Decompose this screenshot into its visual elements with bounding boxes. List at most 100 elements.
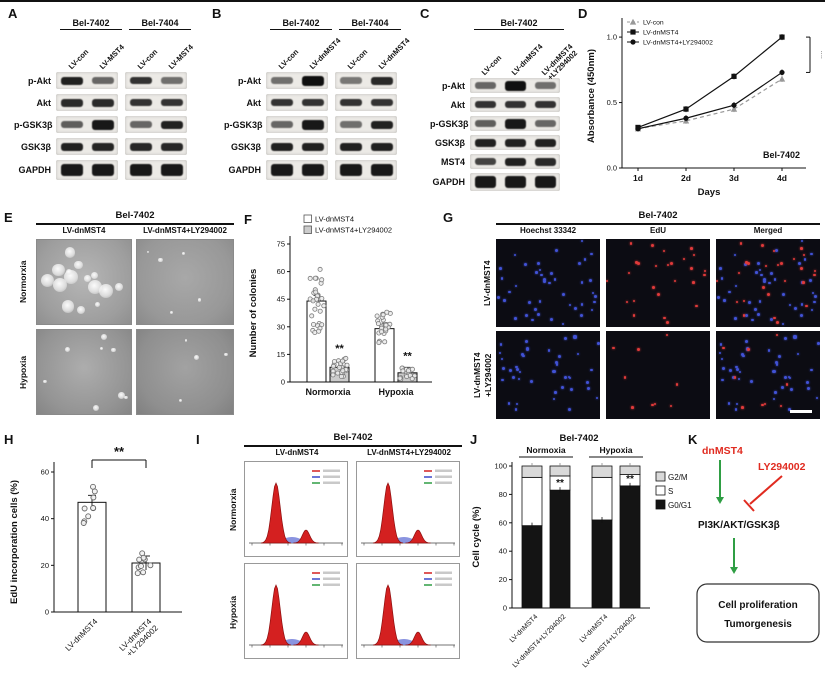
- cell-dot: [634, 261, 638, 264]
- cell-dot: [529, 379, 533, 383]
- colony-blob: [118, 392, 125, 399]
- cell-dot: [580, 314, 584, 318]
- cell-dot: [716, 296, 720, 300]
- colony-image-normoxia-dnmst4: [36, 239, 132, 325]
- h-y-tick: 20: [41, 561, 49, 570]
- panel-g: Bel-7402 Hoechst 33342 EdU Merged LV-dnM…: [440, 208, 825, 422]
- blot-strip: [125, 116, 187, 133]
- colony-blob: [124, 395, 128, 400]
- cell-dot: [586, 386, 591, 390]
- d-legend-label: LV-con: [643, 20, 664, 27]
- panel-h-label: H: [4, 432, 14, 447]
- cell-dot: [728, 368, 732, 372]
- cell-dot: [737, 271, 741, 275]
- protein-band: [270, 121, 293, 128]
- protein-label: p-Akt: [442, 80, 465, 91]
- cell-dot: [561, 292, 566, 296]
- protein-label: GAPDH: [228, 165, 261, 175]
- panel-i: Bel-7402 LV-dnMST4 LV-dnMST4+LY294002 No…: [192, 430, 466, 682]
- cell-dot: [776, 333, 779, 336]
- protein-band: [474, 101, 496, 108]
- colony-blob: [100, 334, 107, 341]
- lane-label: LV-con: [66, 47, 90, 71]
- cell-dot: [583, 258, 587, 261]
- cell-dot: [802, 281, 805, 284]
- cell-dot: [514, 317, 517, 320]
- cell-dot: [785, 383, 789, 386]
- colony-blob: [100, 346, 104, 350]
- cell-dot: [810, 252, 813, 255]
- cell-dot: [669, 405, 672, 408]
- panel-g-row-label-dnmst4: LV-dnMST4: [482, 260, 492, 306]
- j-y-axis-label: Cell cycle (%): [471, 506, 482, 567]
- protein-band: [370, 120, 393, 129]
- cell-dot: [734, 317, 737, 320]
- protein-band: [91, 77, 114, 84]
- cell-dot: [773, 277, 777, 281]
- cell-dot: [736, 403, 739, 406]
- cell-dot: [515, 368, 519, 372]
- cell-line-name: Bel-7402: [270, 18, 332, 30]
- cell-dot: [788, 304, 791, 307]
- cell-dot: [716, 280, 719, 283]
- blot-lane-labels: LV-con LV-dnMST4 LV-dnMST4 +LY294002: [430, 32, 579, 82]
- cell-dot: [522, 354, 525, 357]
- protein-label: p-GSK3β: [430, 118, 469, 129]
- cell-dot: [762, 286, 766, 290]
- cell-dot: [742, 354, 745, 357]
- cell-dot: [768, 349, 771, 352]
- cell-dot: [548, 281, 551, 285]
- cell-dot: [741, 406, 744, 409]
- cell-dot: [763, 280, 766, 283]
- cell-dot: [612, 346, 615, 350]
- western-blot-b: Bel-7402 Bel-7404 LV-con LV-dnMST4 LV-con LV-…: [224, 18, 411, 185]
- cell-dot: [563, 337, 567, 341]
- blot-strip: [470, 154, 560, 169]
- protein-label: MST4: [440, 156, 465, 167]
- cell-dot: [513, 254, 516, 257]
- panel-i-col-header-1: LV-dnMST4: [275, 448, 319, 457]
- cell-dot: [742, 300, 745, 303]
- blot-row: p-Akt: [430, 78, 564, 93]
- cell-dot: [775, 362, 779, 366]
- cell-dot: [742, 313, 746, 317]
- cell-dot: [720, 343, 723, 346]
- blot-strip: [266, 160, 328, 180]
- cell-dot: [775, 361, 778, 365]
- panel-g-row-label-ly-line2: +LY294002: [483, 353, 493, 397]
- cell-dot: [524, 313, 528, 317]
- cell-dot: [744, 262, 748, 266]
- colony-blob: [224, 353, 228, 357]
- cell-dot: [667, 264, 670, 267]
- cell-dot: [776, 320, 780, 324]
- panel-i-label: I: [196, 432, 200, 447]
- protein-band: [91, 142, 114, 151]
- fluorescence-edu-ly294002: [606, 331, 710, 419]
- cell-dot: [520, 353, 524, 357]
- flow-histogram-svg: [244, 461, 348, 557]
- blot-strip: [335, 94, 397, 111]
- cell-dot: [774, 248, 778, 252]
- panel-g-row-label-ly-line1: LV-dnMST4: [472, 352, 482, 398]
- significance-marker: **: [815, 50, 822, 59]
- pathway-diagram: dnMST4 LY294002 PI3K/AKT/GSK3β Cell prolife…: [694, 438, 824, 682]
- blot-strip: [56, 72, 118, 89]
- cell-dot: [758, 268, 761, 271]
- cell-dot: [772, 370, 776, 374]
- protein-band: [504, 176, 526, 188]
- protein-band: [504, 118, 526, 129]
- protein-band: [504, 138, 526, 147]
- colony-blob: [146, 250, 149, 253]
- colony-blob: [65, 269, 72, 275]
- cell-dot: [747, 261, 751, 265]
- fluorescence-merged-dnmst4: [716, 239, 820, 327]
- cell-dot: [774, 391, 777, 394]
- d-y-axis-label: Absorbance (450nm): [586, 49, 597, 143]
- protein-band: [129, 142, 152, 151]
- j-legend-label: S: [668, 487, 673, 496]
- protein-band: [370, 164, 393, 176]
- cell-dot: [568, 408, 572, 411]
- outcome-line-2: Tumorgenesis: [724, 619, 792, 630]
